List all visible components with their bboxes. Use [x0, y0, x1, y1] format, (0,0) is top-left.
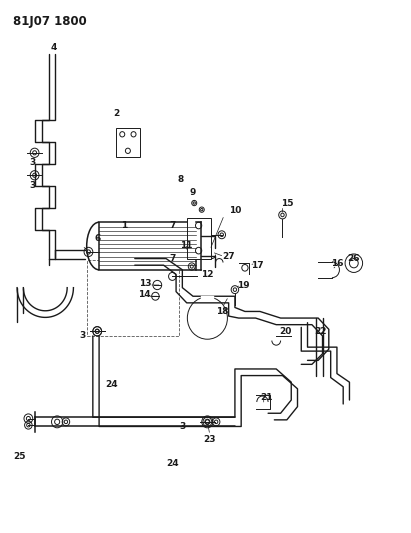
Text: 19: 19	[237, 280, 249, 289]
Bar	[99, 222, 196, 270]
Text: 12: 12	[201, 270, 214, 279]
Text: 6: 6	[94, 234, 100, 243]
Text: 10: 10	[229, 206, 241, 215]
Text: 1: 1	[121, 221, 127, 230]
Text: 7: 7	[169, 254, 175, 263]
Text: 81J07 1800: 81J07 1800	[13, 15, 87, 28]
Text: 2: 2	[113, 109, 119, 118]
Text: 20: 20	[279, 327, 291, 336]
Text: 23: 23	[203, 435, 216, 444]
Text: 26: 26	[348, 254, 360, 263]
Text: 13: 13	[139, 279, 151, 287]
Text: 3: 3	[29, 158, 35, 166]
Text: 17: 17	[251, 261, 264, 270]
Text: 15: 15	[281, 199, 293, 208]
Text: 3: 3	[79, 332, 85, 341]
Text: 22: 22	[314, 327, 326, 336]
Text: 27: 27	[222, 252, 235, 261]
Text: 11: 11	[180, 241, 193, 250]
Bar	[87, 260, 179, 336]
Text: 9: 9	[190, 188, 196, 197]
Text: 25: 25	[14, 453, 26, 462]
Text: 14: 14	[139, 290, 151, 299]
Text: 4: 4	[50, 43, 57, 52]
Text: 24: 24	[166, 459, 179, 468]
Bar	[187, 217, 210, 259]
Text: 18: 18	[216, 307, 229, 316]
Text: 24: 24	[105, 379, 118, 389]
Text: 21: 21	[260, 393, 272, 402]
Text: 16: 16	[331, 259, 343, 268]
Text: 7: 7	[169, 221, 175, 230]
Text: 3: 3	[179, 422, 185, 431]
Text: 3: 3	[29, 181, 35, 190]
Bar	[116, 128, 140, 157]
Text: 8: 8	[177, 175, 184, 184]
